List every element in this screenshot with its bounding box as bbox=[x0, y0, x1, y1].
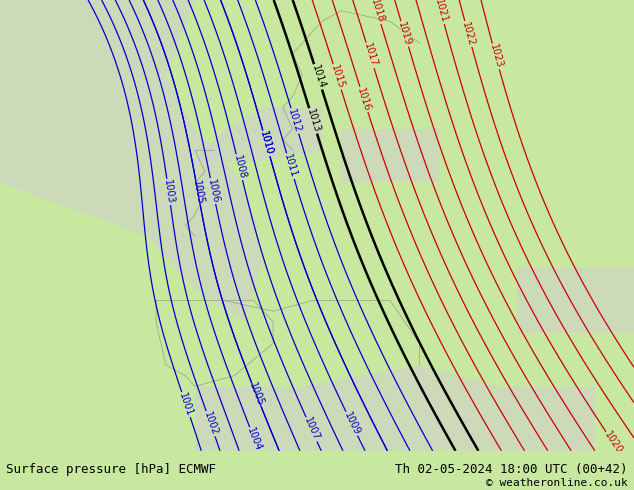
Text: © weatheronline.co.uk: © weatheronline.co.uk bbox=[486, 478, 628, 488]
Text: 1009: 1009 bbox=[342, 411, 361, 437]
Text: 1018: 1018 bbox=[368, 0, 385, 24]
Text: 1010: 1010 bbox=[258, 130, 275, 157]
Text: 1005: 1005 bbox=[247, 381, 266, 408]
Text: 1020: 1020 bbox=[602, 430, 624, 456]
Polygon shape bbox=[517, 269, 634, 333]
Text: 1017: 1017 bbox=[361, 42, 378, 69]
Text: 1002: 1002 bbox=[202, 411, 219, 437]
Polygon shape bbox=[195, 365, 595, 451]
Polygon shape bbox=[195, 107, 322, 161]
Text: 1008: 1008 bbox=[231, 154, 247, 180]
Text: 1014: 1014 bbox=[309, 64, 327, 90]
Polygon shape bbox=[341, 129, 439, 182]
Polygon shape bbox=[0, 0, 263, 322]
Text: 1006: 1006 bbox=[205, 178, 220, 204]
Text: 1013: 1013 bbox=[305, 108, 321, 134]
Text: 1003: 1003 bbox=[162, 179, 176, 205]
Text: 1007: 1007 bbox=[302, 416, 321, 442]
Text: 1004: 1004 bbox=[245, 426, 264, 453]
Text: 1016: 1016 bbox=[356, 86, 372, 113]
Text: 1011: 1011 bbox=[282, 153, 299, 179]
Text: 1005: 1005 bbox=[191, 179, 205, 205]
Text: 1019: 1019 bbox=[396, 21, 413, 47]
Text: Th 02-05-2024 18:00 UTC (00+42): Th 02-05-2024 18:00 UTC (00+42) bbox=[395, 463, 628, 476]
Text: Surface pressure [hPa] ECMWF: Surface pressure [hPa] ECMWF bbox=[6, 463, 216, 476]
Text: 1012: 1012 bbox=[287, 108, 303, 134]
Text: 1001: 1001 bbox=[178, 392, 195, 417]
Text: 1021: 1021 bbox=[432, 0, 449, 24]
Text: 1015: 1015 bbox=[328, 64, 346, 90]
Text: 1010: 1010 bbox=[258, 130, 275, 157]
Text: 1023: 1023 bbox=[488, 43, 504, 70]
Text: 1022: 1022 bbox=[460, 21, 476, 47]
